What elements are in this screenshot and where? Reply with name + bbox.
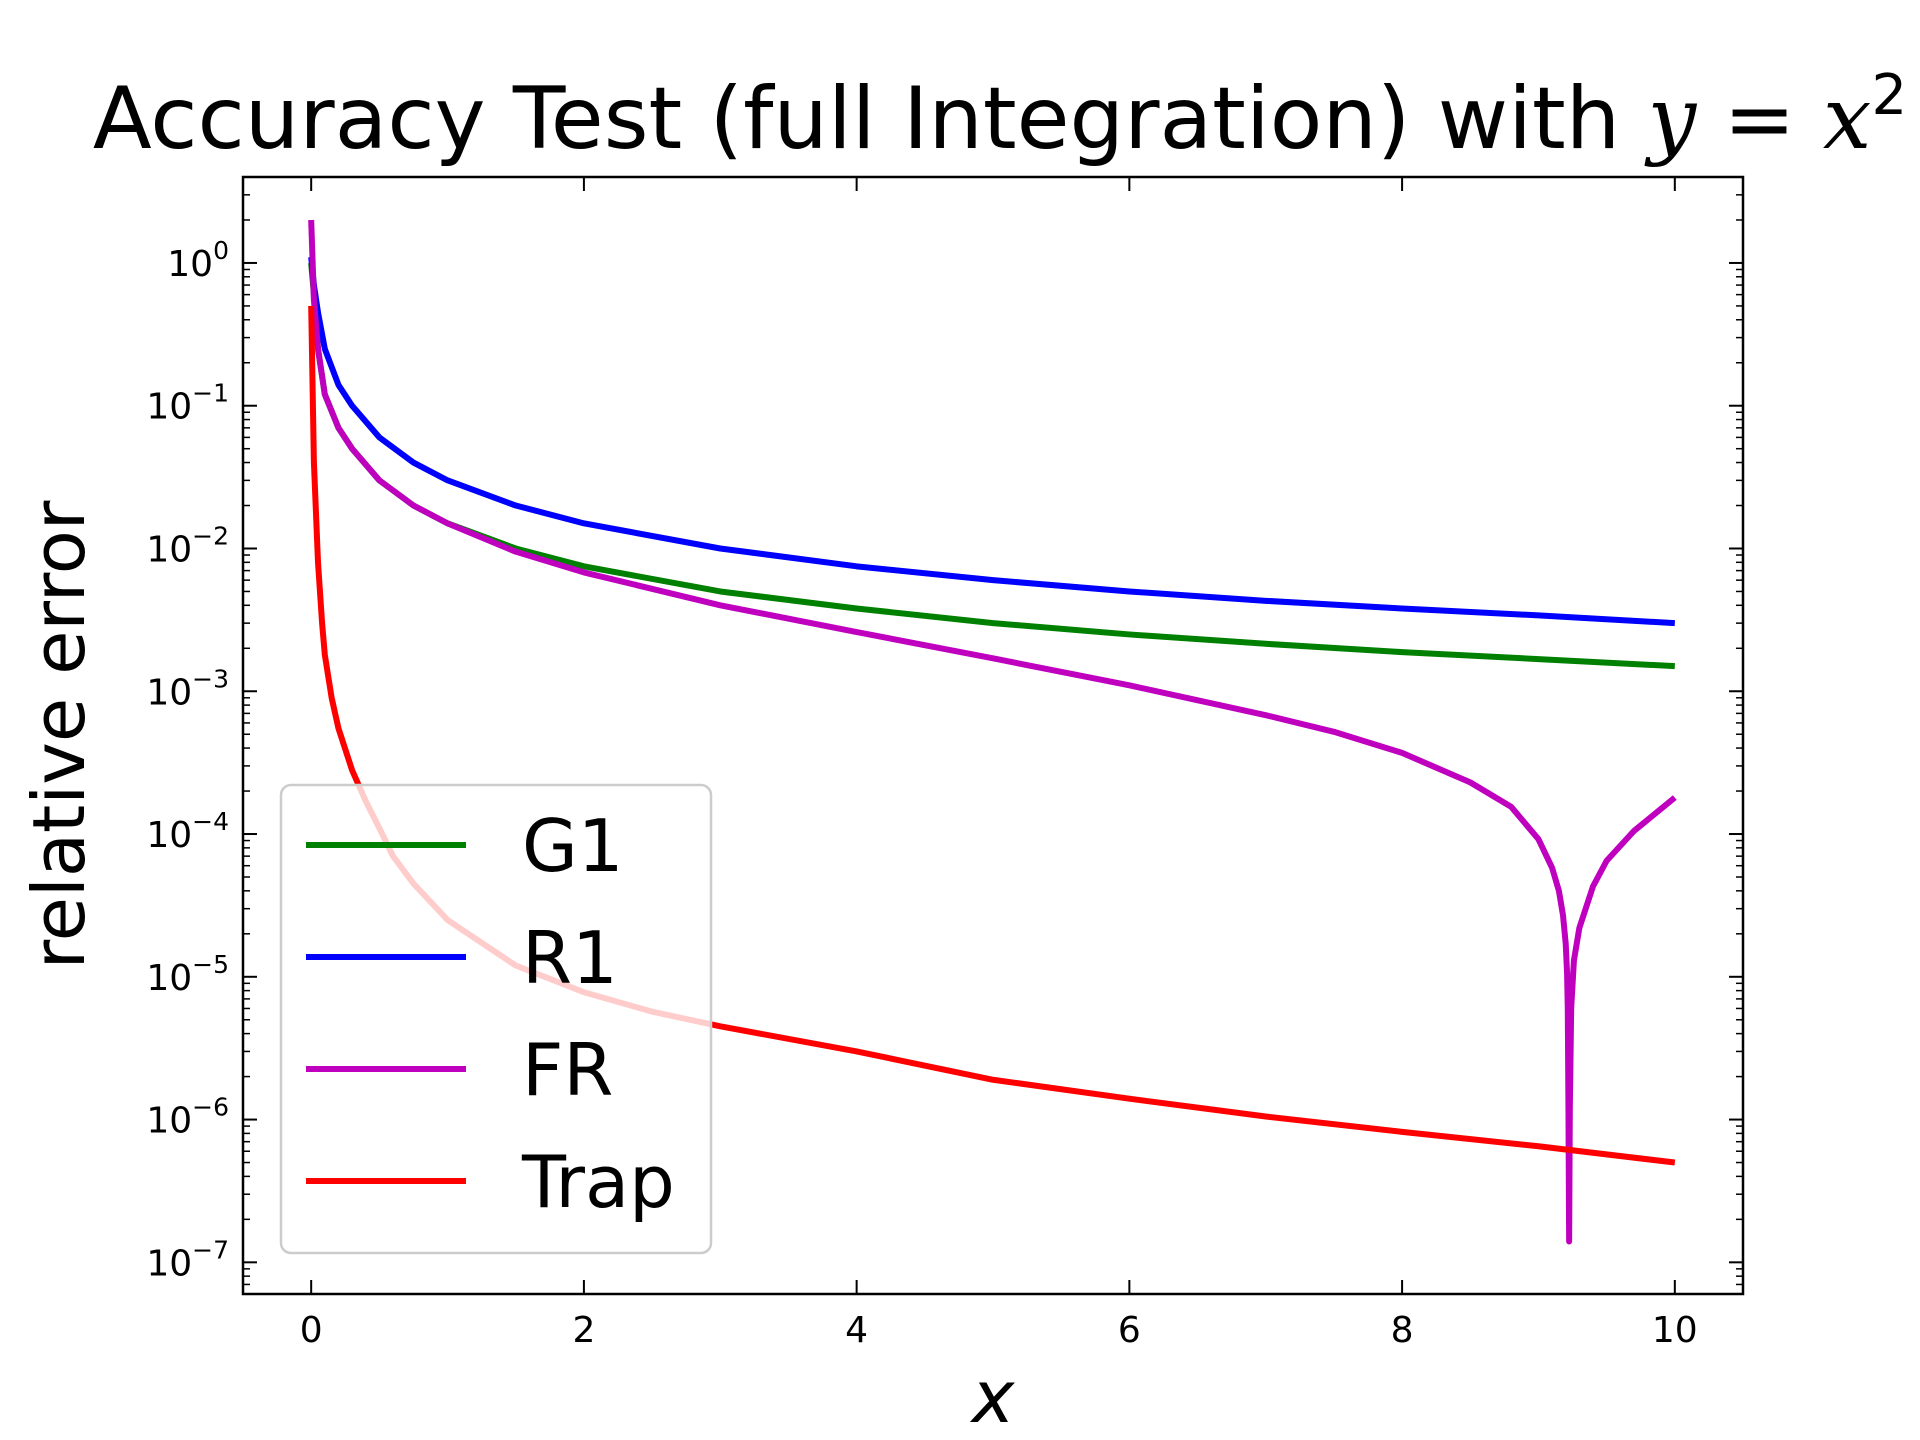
legend-box (279, 783, 713, 1255)
y-tick-label-e-4: 10−4 (146, 807, 229, 856)
legend-label-r1: R1 (522, 916, 618, 1000)
x-tick-label-2: 2 (572, 1310, 595, 1351)
legend-label-fr: FR (522, 1028, 613, 1112)
tick-layer: 0 2 4 6 8 10 100 10−1 10−2 10−3 10−4 10−5 10−6 10−7 (146, 176, 1743, 1351)
x-tick-label-6: 6 (1118, 1310, 1141, 1351)
x-tick-label-4: 4 (845, 1310, 868, 1351)
y-axis-label: relative error (17, 500, 101, 969)
series-line-r1 (308, 256, 1675, 627)
x-axis-label: x (970, 1355, 1016, 1439)
legend-label-trap: Trap (521, 1140, 675, 1224)
legend: G1 R1 FR Trap (279, 783, 713, 1255)
chart-title-text: Accuracy Test (full Integration) with (93, 69, 1648, 169)
chart-title-math-lhs: y (1644, 69, 1698, 169)
chart-title-math-eq: = (1696, 69, 1823, 169)
series-line-fr (308, 219, 1677, 1245)
y-tick-label-e-7: 10−7 (146, 1235, 229, 1284)
y-tick-label-e-1: 10−1 (146, 379, 229, 428)
chart-title: Accuracy Test (full Integration) with y … (93, 63, 1907, 169)
series-line-g1 (308, 262, 1675, 670)
y-tick-label-e-3: 10−3 (146, 664, 229, 713)
plot-frame (241, 175, 1745, 1296)
x-tick-label-0: 0 (300, 1310, 323, 1351)
legend-label-g1: G1 (522, 804, 624, 888)
y-tick-label-e-6: 10−6 (146, 1093, 229, 1142)
y-tick-label-e-2: 10−2 (146, 521, 229, 570)
x-tick-label-8: 8 (1391, 1310, 1414, 1351)
chart-title-math-rhs: x (1823, 69, 1872, 169)
y-tick-label-e-5: 10−5 (146, 950, 229, 999)
x-tick-label-10: 10 (1652, 1310, 1698, 1351)
y-tick-label-e0: 100 (167, 236, 229, 285)
chart-title-math-exp: 2 (1871, 63, 1907, 128)
